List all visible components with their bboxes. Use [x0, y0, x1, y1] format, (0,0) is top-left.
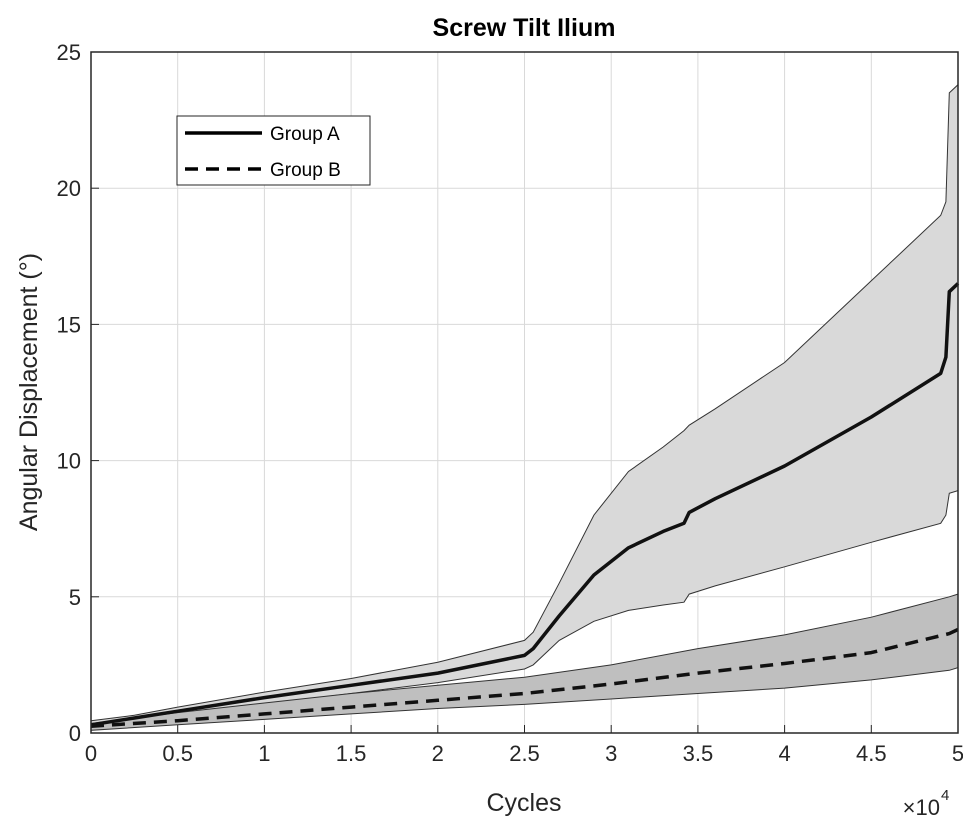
line-group-a — [90, 282, 960, 727]
legend: Group A Group B — [176, 115, 371, 186]
x-axis-label: Cycles — [486, 789, 561, 817]
legend-label-group-a: Group A — [270, 124, 340, 145]
y-tick-label: 0 — [69, 721, 81, 746]
y-axis-ticks: 0 5 10 15 20 25 — [57, 40, 99, 746]
y-tick-label: 20 — [57, 176, 81, 201]
x-tick-label: 5 — [952, 741, 963, 766]
x-tick-label: 3.5 — [683, 741, 714, 766]
legend-box — [176, 115, 371, 186]
x-exponent-base: ×10 — [903, 795, 940, 820]
x-tick-label: 2 — [432, 741, 444, 766]
x-tick-label: 4 — [778, 741, 790, 766]
chart-title: Screw Tilt Ilium — [433, 14, 616, 42]
legend-label-group-b: Group B — [270, 160, 341, 181]
x-tick-label: 0.5 — [162, 741, 193, 766]
y-axis-label: Angular Displacement (°) — [15, 253, 43, 531]
x-tick-label: 2.5 — [509, 741, 540, 766]
x-tick-label: 1.5 — [336, 741, 367, 766]
y-tick-label: 5 — [69, 585, 81, 610]
series-lines — [90, 282, 960, 728]
x-axis-ticks: 0 0.5 1 1.5 2 2.5 3 3.5 4 4.5 5 — [85, 725, 963, 766]
x-tick-label: 4.5 — [856, 741, 887, 766]
x-tick-label: 0 — [85, 741, 97, 766]
x-axis-exponent: ×10 4 — [903, 787, 950, 820]
x-tick-label: 3 — [605, 741, 617, 766]
y-tick-label: 15 — [57, 312, 81, 337]
x-exponent-power: 4 — [941, 787, 949, 804]
y-tick-label: 25 — [57, 40, 81, 65]
y-tick-label: 10 — [57, 449, 81, 474]
x-tick-label: 1 — [258, 741, 270, 766]
line-group-b — [90, 627, 959, 728]
